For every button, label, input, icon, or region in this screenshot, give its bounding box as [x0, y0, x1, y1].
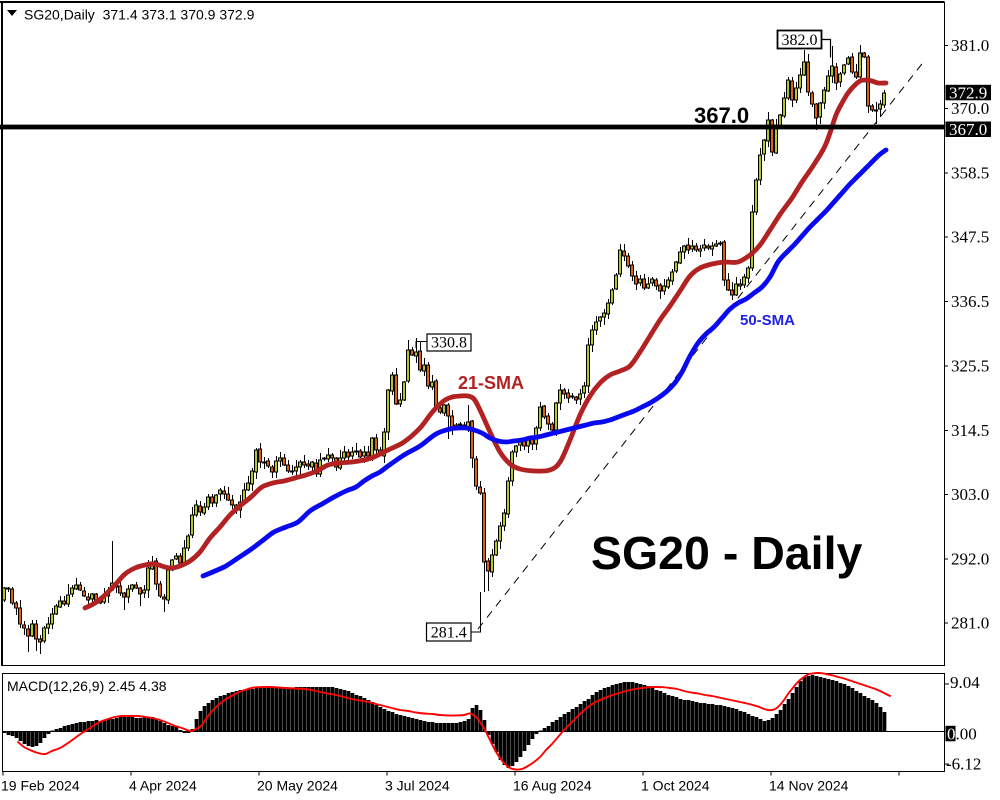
svg-text:-6.12: -6.12 [946, 755, 981, 774]
svg-text:292.0: 292.0 [951, 550, 989, 569]
svg-text:281.0: 281.0 [951, 614, 989, 633]
svg-text:381.0: 381.0 [951, 36, 989, 55]
svg-text:SG20 - Daily: SG20 - Daily [591, 527, 863, 579]
svg-text:330.8: 330.8 [431, 335, 467, 352]
svg-text:21-SMA: 21-SMA [458, 373, 524, 393]
svg-text:MACD(12,26,9) 2.45 4.38: MACD(12,26,9) 2.45 4.38 [7, 678, 167, 694]
svg-text:281.4: 281.4 [431, 625, 467, 642]
svg-text:358.5: 358.5 [951, 164, 989, 183]
svg-text:382.0: 382.0 [782, 32, 818, 49]
svg-text:303.0: 303.0 [951, 485, 989, 504]
svg-text:4 Apr 2024: 4 Apr 2024 [129, 778, 197, 794]
svg-text:50-SMA: 50-SMA [740, 312, 795, 329]
svg-text:3 Jul 2024: 3 Jul 2024 [385, 778, 450, 794]
svg-text:336.5: 336.5 [951, 292, 989, 311]
svg-text:372.9: 372.9 [949, 83, 987, 102]
svg-text:20 May 2024: 20 May 2024 [257, 778, 338, 794]
svg-text:9.04: 9.04 [950, 673, 980, 692]
svg-text:14 Nov 2024: 14 Nov 2024 [769, 778, 849, 794]
svg-text:1 Oct 2024: 1 Oct 2024 [641, 778, 710, 794]
svg-text:19 Feb 2024: 19 Feb 2024 [1, 778, 80, 794]
svg-text:SG20,Daily 371.4 373.1 370.9: SG20,Daily 371.4 373.1 370.9 372.9 [24, 7, 255, 23]
svg-text:0.00: 0.00 [947, 725, 977, 744]
svg-text:367.0: 367.0 [694, 103, 749, 128]
svg-text:325.5: 325.5 [951, 357, 989, 376]
svg-text:0: 0 [947, 725, 956, 744]
svg-text:16 Aug 2024: 16 Aug 2024 [513, 778, 592, 794]
svg-text:370.0: 370.0 [951, 99, 989, 118]
svg-text:314.5: 314.5 [951, 421, 989, 440]
svg-text:367.0: 367.0 [949, 120, 987, 139]
svg-text:347.5: 347.5 [951, 228, 989, 247]
